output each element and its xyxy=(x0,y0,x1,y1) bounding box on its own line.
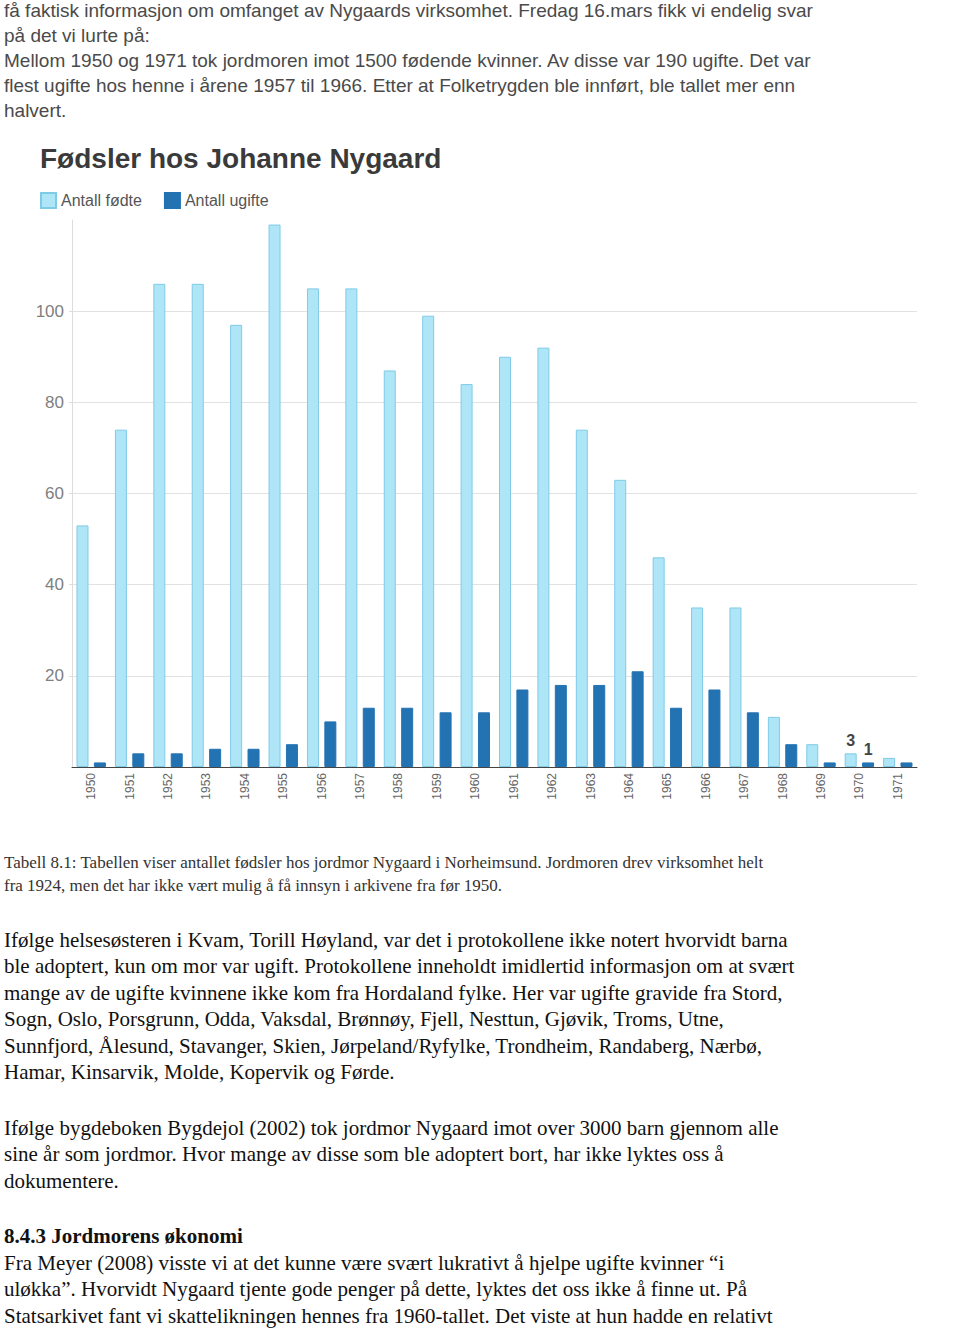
svg-text:1957: 1957 xyxy=(353,773,367,800)
svg-text:3: 3 xyxy=(846,732,855,749)
html-text:på det vi lurte på:: på det vi lurte på: xyxy=(4,24,150,46)
svg-text:1964: 1964 xyxy=(622,773,636,800)
svg-text:Antall fødte: Antall fødte xyxy=(61,192,142,209)
svg-text:1: 1 xyxy=(864,741,873,758)
html-text:Sogn, Oslo, Porsgrunn, Odda, V: Sogn, Oslo, Porsgrunn, Odda, Vaksdal, Br… xyxy=(4,1007,724,1032)
svg-text:20: 20 xyxy=(45,666,64,685)
svg-text:1965: 1965 xyxy=(660,773,674,800)
svg-text:40: 40 xyxy=(45,575,64,594)
svg-text:60: 60 xyxy=(45,484,64,503)
svg-text:1963: 1963 xyxy=(584,773,598,800)
svg-text:1969: 1969 xyxy=(814,773,828,800)
html-text:Fra Meyer (2008) visste vi at: Fra Meyer (2008) visste vi at det kunne … xyxy=(4,1251,725,1275)
svg-text:1951: 1951 xyxy=(123,773,137,800)
html-text:halvert.: halvert. xyxy=(4,99,67,121)
html-text:sine år som jordmor. Hvor mang: sine år som jordmor. Hvor mange av disse… xyxy=(4,1142,724,1167)
html-text:Statsarkivet fant vi skattelik: Statsarkivet fant vi skattelikningen hen… xyxy=(4,1303,773,1328)
svg-text:1954: 1954 xyxy=(238,773,252,800)
svg-text:1952: 1952 xyxy=(161,773,175,800)
html-text:ble adoptert, kun om mor var u: ble adoptert, kun om mor var ugift. Prot… xyxy=(4,954,795,979)
svg-text:Fødsler hos Johanne Nygaard: Fødsler hos Johanne Nygaard xyxy=(40,143,441,174)
svg-text:1958: 1958 xyxy=(391,773,405,800)
svg-text:1968: 1968 xyxy=(776,773,790,800)
svg-text:1970: 1970 xyxy=(852,773,866,800)
html-text:Mellom 1950 og 1971 tok jordmo: Mellom 1950 og 1971 tok jordmoren imot 1… xyxy=(4,49,811,71)
html-text:mange av de ugifte kvinnene ik: mange av de ugifte kvinnene ikke kom fra… xyxy=(4,980,783,1005)
html-text:Ifølge bygdeboken Bygdejol (20: Ifølge bygdeboken Bygdejol (2002) tok jo… xyxy=(4,1116,779,1140)
svg-text:1971: 1971 xyxy=(891,773,905,800)
svg-text:1956: 1956 xyxy=(315,773,329,800)
html-text:få faktisk informasjon om omfa: få faktisk informasjon om omfanget av Ny… xyxy=(4,0,813,21)
svg-text:1959: 1959 xyxy=(430,773,444,800)
svg-text:1962: 1962 xyxy=(545,773,559,800)
html-text:dokumentere.: dokumentere. xyxy=(4,1168,119,1193)
html-text:Sunnfjord, Ålesund, Stavanger,: Sunnfjord, Ålesund, Stavanger, Skien, Jø… xyxy=(4,1033,762,1058)
svg-text:1966: 1966 xyxy=(699,773,713,800)
html-text:Ifølge helsesøsteren i Kvam, T: Ifølge helsesøsteren i Kvam, Torill Høyl… xyxy=(4,928,788,952)
svg-text:1967: 1967 xyxy=(737,773,751,800)
html-text:uløkka”. Hvorvidt Nygaard tjen: uløkka”. Hvorvidt Nygaard tjente gode pe… xyxy=(4,1277,747,1302)
html-text:fra 1924, men det har ikke vær: fra 1924, men det har ikke vært mulig å … xyxy=(4,875,502,895)
svg-text:1961: 1961 xyxy=(507,773,521,800)
html-text:8.4.3 Jordmorens økonomi: 8.4.3 Jordmorens økonomi xyxy=(4,1224,243,1248)
svg-text:1960: 1960 xyxy=(468,773,482,800)
svg-text:1950: 1950 xyxy=(84,773,98,800)
svg-text:Antall ugifte: Antall ugifte xyxy=(185,192,269,209)
svg-text:1953: 1953 xyxy=(199,773,213,800)
svg-text:80: 80 xyxy=(45,393,64,412)
html-text:Hamar, Kinsarvik, Molde, Koper: Hamar, Kinsarvik, Molde, Kopervik og Før… xyxy=(4,1060,395,1084)
svg-text:100: 100 xyxy=(36,302,64,321)
html-text:Tabell 8.1: Tabellen viser ant: Tabell 8.1: Tabellen viser antallet føds… xyxy=(4,852,764,872)
svg-text:1955: 1955 xyxy=(276,773,290,800)
html-text:flest ugifte hos henne i årene: flest ugifte hos henne i årene 1957 til … xyxy=(4,74,796,96)
